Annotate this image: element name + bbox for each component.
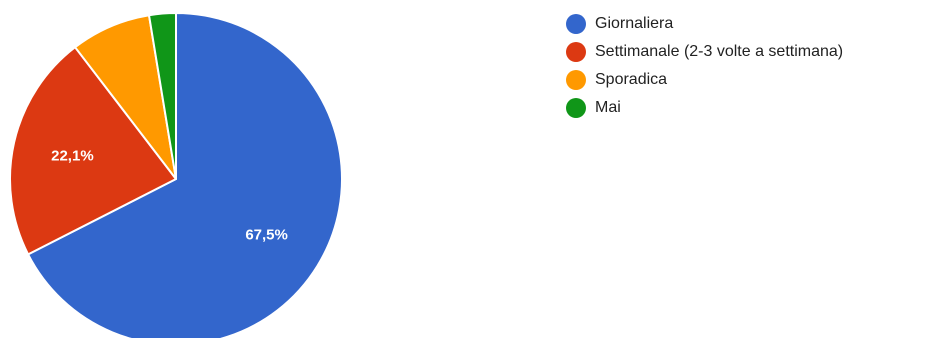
legend-swatch-icon — [566, 42, 586, 62]
legend-item-3: Sporadica — [566, 66, 843, 94]
legend-label: Mai — [595, 99, 621, 116]
legend-label: Settimanale (2-3 volte a settimana) — [595, 43, 844, 60]
pie-slice-4 — [148, 12, 177, 180]
legend-label: Sporadica — [595, 71, 668, 88]
pie-slice-2 — [9, 46, 177, 256]
legend-label: Giornaliera — [595, 15, 674, 32]
pie-chart: 67,5% 22,1% — [9, 12, 343, 338]
pie-slice-label-2: 22,1% — [51, 148, 94, 165]
legend: Giornaliera Settimanale (2-3 volte a sett… — [566, 10, 843, 122]
legend-item-2: Settimanale (2-3 volte a settimana) — [566, 38, 843, 66]
legend-swatch-icon — [566, 70, 586, 90]
legend-swatch-icon — [566, 98, 586, 118]
legend-swatch-icon — [566, 14, 586, 34]
legend-item-1: Giornaliera — [566, 10, 843, 38]
pie-slice-label-1: 67,5% — [245, 227, 288, 244]
pie-slice-1 — [27, 12, 343, 338]
legend-item-4: Mai — [566, 94, 843, 122]
